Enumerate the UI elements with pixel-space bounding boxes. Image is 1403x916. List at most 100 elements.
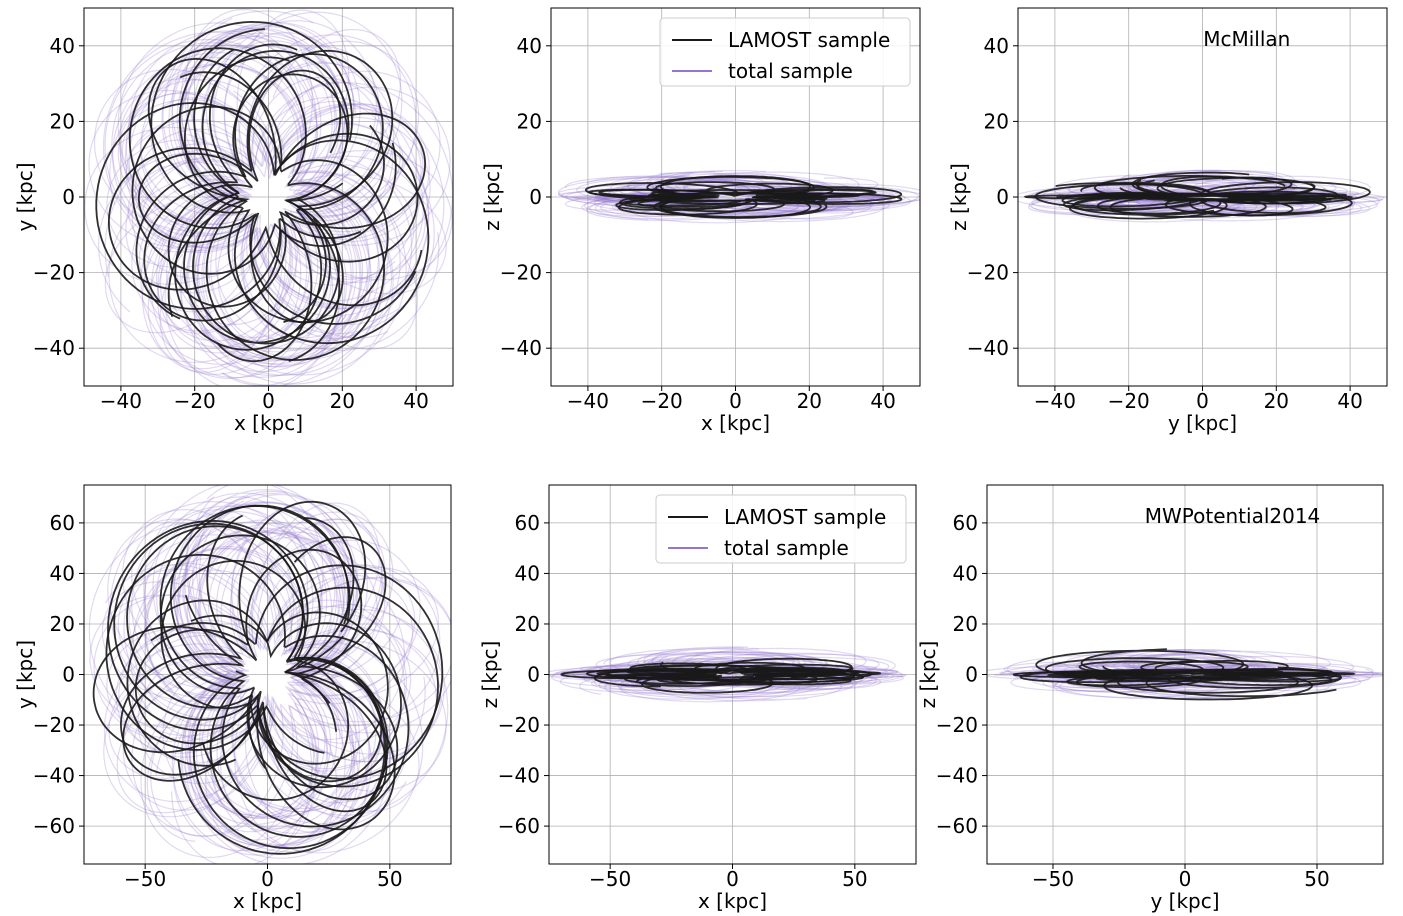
y-tick-label: 40 xyxy=(515,561,540,585)
orbit-traces xyxy=(1018,169,1385,223)
x-tick-label: 50 xyxy=(842,867,867,891)
y-tick-label: −20 xyxy=(498,713,540,737)
x-axis-label: x [kpc] xyxy=(698,889,767,913)
total-sample-orbit xyxy=(121,91,422,342)
legend-entry: LAMOST sample xyxy=(728,28,890,52)
lamost-sample-orbit xyxy=(588,188,874,208)
lamost-sample-orbit xyxy=(584,182,903,216)
lamost-sample-orbit xyxy=(646,175,828,218)
total-sample-orbit xyxy=(122,508,451,864)
y-tick-label: 20 xyxy=(953,612,978,636)
legend-entry: total sample xyxy=(728,59,853,83)
total-sample-orbit xyxy=(122,500,438,811)
total-sample-orbit xyxy=(576,173,872,220)
total-sample-orbit xyxy=(1099,176,1298,218)
y-axis-label: z [kpc] xyxy=(916,641,940,709)
x-tick-label: 0 xyxy=(262,389,275,413)
total-sample-orbit xyxy=(180,32,362,362)
y-tick-label: −40 xyxy=(498,764,540,788)
total-sample-orbit xyxy=(117,92,424,348)
total-sample-orbit xyxy=(116,502,420,814)
orbit-traces xyxy=(557,169,920,224)
total-sample-orbit xyxy=(107,518,451,859)
total-sample-orbit xyxy=(112,24,402,361)
total-sample-orbit xyxy=(630,657,833,692)
panel-p6: −50 0 50 −60 −40 −20 0 20 40 60 y [kpc] z [kpc] MWPo… xyxy=(916,484,1384,913)
y-tick-label: 0 xyxy=(529,185,542,209)
y-tick-label: −20 xyxy=(500,261,542,285)
total-sample-orbit xyxy=(93,68,451,376)
y-tick-label: 60 xyxy=(50,511,75,535)
y-tick-label: 20 xyxy=(984,109,1009,133)
lamost-sample-orbit xyxy=(1045,657,1342,694)
y-tick-label: −40 xyxy=(967,336,1009,360)
total-sample-orbit xyxy=(128,63,421,353)
y-axis-label: z [kpc] xyxy=(478,641,502,709)
y-tick-label: −40 xyxy=(936,764,978,788)
total-sample-orbit xyxy=(595,651,854,698)
x-tick-label: 0 xyxy=(1196,389,1209,413)
x-axis-label: y [kpc] xyxy=(1168,411,1237,435)
total-sample-orbit xyxy=(131,519,439,853)
orbit-traces xyxy=(88,485,451,864)
total-sample-orbit xyxy=(128,30,435,377)
total-sample-orbit xyxy=(109,35,413,347)
y-tick-label: −40 xyxy=(33,764,75,788)
lamost-sample-orbit xyxy=(126,534,402,789)
total-sample-orbit xyxy=(1036,658,1357,691)
x-tick-label: 0 xyxy=(726,867,739,891)
lamost-sample-orbit xyxy=(1034,175,1353,217)
y-tick-label: 60 xyxy=(953,511,978,535)
lamost-sample-orbit xyxy=(629,662,872,688)
panel-p4: −50 0 50 −60 −40 −20 0 20 40 60 x [kpc] y [kpc] xyxy=(13,484,452,913)
total-sample-orbit xyxy=(137,531,412,785)
y-tick-label: 60 xyxy=(515,511,540,535)
total-sample-orbit xyxy=(104,29,419,350)
total-sample-orbit xyxy=(88,485,424,854)
y-tick-label: −40 xyxy=(500,336,542,360)
x-tick-label: −40 xyxy=(1034,389,1076,413)
x-tick-label: 0 xyxy=(261,867,274,891)
panel-p5: −50 0 50 −60 −40 −20 0 20 40 60 x [kpc] z [kpc] LAMO… xyxy=(478,484,917,913)
x-tick-label: −20 xyxy=(174,389,216,413)
y-tick-label: −60 xyxy=(936,814,978,838)
y-tick-label: 40 xyxy=(984,34,1009,58)
total-sample-orbit xyxy=(1029,169,1371,223)
y-axis-label: z [kpc] xyxy=(480,163,504,231)
y-axis-label: y [kpc] xyxy=(13,162,37,231)
lamost-sample-orbit xyxy=(560,663,854,686)
total-sample-orbit xyxy=(159,9,447,373)
y-tick-label: −60 xyxy=(33,814,75,838)
legend-entry: LAMOST sample xyxy=(724,505,886,529)
x-axis-label: y [kpc] xyxy=(1150,889,1219,913)
total-sample-orbit xyxy=(108,11,403,386)
x-axis-label: x [kpc] xyxy=(233,889,302,913)
lamost-sample-orbit xyxy=(131,56,397,324)
panel-p1: −40 −20 0 20 40 −40 −20 0 20 40 x [kpc] y [kpc] xyxy=(13,7,454,435)
total-sample-orbit xyxy=(178,35,364,360)
panel-p3: −40 −20 0 20 40 −40 −20 0 20 40 y [kpc] z [kpc] McMi… xyxy=(947,7,1388,435)
y-tick-label: 20 xyxy=(515,612,540,636)
x-tick-label: −20 xyxy=(641,389,683,413)
y-tick-label: −20 xyxy=(936,713,978,737)
legend-entry: total sample xyxy=(724,536,849,560)
total-sample-orbit xyxy=(145,547,406,817)
lamost-sample-orbit xyxy=(1019,659,1333,686)
total-sample-orbit xyxy=(134,100,394,326)
y-tick-label: 0 xyxy=(965,663,978,687)
orbit-traces xyxy=(987,648,1383,701)
total-sample-orbit xyxy=(1003,661,1374,694)
y-tick-label: 40 xyxy=(517,34,542,58)
y-tick-label: 40 xyxy=(50,561,75,585)
x-tick-label: 40 xyxy=(870,389,895,413)
y-tick-label: 20 xyxy=(517,109,542,133)
y-tick-label: 40 xyxy=(50,34,75,58)
x-tick-label: 0 xyxy=(1179,867,1192,891)
x-tick-label: −50 xyxy=(589,867,631,891)
lamost-sample-orbit xyxy=(105,505,410,828)
total-sample-orbit xyxy=(583,659,895,686)
lamost-sample-orbit xyxy=(92,500,396,831)
lamost-sample-orbit xyxy=(628,191,861,203)
lamost-sample-orbit xyxy=(135,48,384,351)
